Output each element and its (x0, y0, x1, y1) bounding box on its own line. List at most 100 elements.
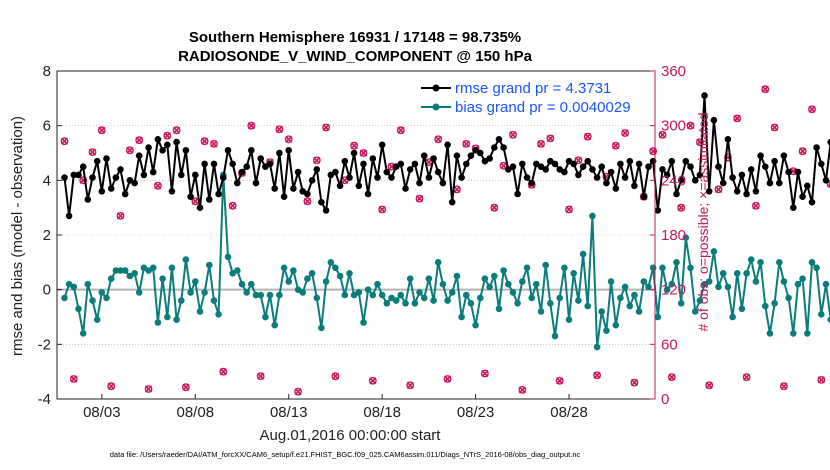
x-tick-label: 08/08 (177, 404, 215, 421)
rmse-point (430, 155, 437, 162)
rmse-point (500, 144, 507, 151)
obs-assimilated-marker (116, 212, 125, 220)
obs-possible-marker (621, 129, 629, 137)
rmse-point (631, 182, 638, 190)
obs-possible-marker (630, 378, 639, 387)
x-tick-label: 08/03 (83, 404, 121, 421)
bias-point (234, 267, 241, 274)
obs-possible-marker (667, 373, 676, 381)
rmse-point (696, 171, 704, 179)
rmse-point (654, 207, 662, 214)
obs-assimilated-marker (733, 114, 741, 122)
obs-assimilated-marker (126, 146, 134, 154)
obs-possible-marker (808, 105, 816, 114)
bias-point (575, 297, 582, 304)
rmse-point (75, 171, 82, 179)
bias-point (210, 297, 218, 304)
bias-point (346, 270, 353, 277)
right-tick-label: 0 (661, 391, 669, 408)
bias-point (467, 300, 475, 307)
obs-possible-marker (256, 372, 265, 381)
obs-assimilated-marker (397, 126, 405, 134)
rmse-point (70, 171, 78, 179)
bias-point (659, 264, 666, 272)
rmse-point (701, 92, 708, 99)
bias-point (542, 261, 549, 269)
obs-assimilated-marker (612, 142, 620, 150)
rmse-point (743, 190, 750, 198)
obs-assimilated-marker (556, 377, 564, 385)
rmse-point (350, 149, 358, 157)
obs-possible-marker (826, 180, 830, 188)
bias-point (724, 283, 732, 291)
rmse-point (364, 190, 372, 198)
bias-point (799, 275, 806, 283)
obs-assimilated-marker (537, 140, 545, 148)
bias-point (603, 327, 610, 335)
obs-assimilated-marker (743, 373, 751, 381)
obs-assimilated-marker (219, 368, 227, 376)
rmse-point (687, 163, 694, 170)
rmse-point (107, 185, 115, 192)
obs-assimilated-marker (630, 379, 639, 387)
obs-possible-marker (761, 85, 770, 94)
obs-possible-marker (107, 382, 116, 391)
obs-possible-marker (714, 185, 723, 194)
bias-point (135, 289, 143, 296)
bias-point (374, 280, 381, 288)
rmse-point (145, 144, 152, 151)
rmse-point (818, 160, 825, 168)
bias-point (547, 300, 554, 307)
right-tick-label: 300 (661, 118, 686, 135)
rmse-point (374, 174, 381, 181)
rmse-point (229, 160, 236, 168)
rmse-point (79, 163, 87, 170)
obs-assimilated-marker (406, 381, 414, 389)
obs-possible-marker (434, 135, 443, 144)
left-tick-label: 4 (43, 172, 51, 189)
obs-possible-marker (303, 197, 312, 206)
rmse-point (705, 188, 713, 195)
obs-possible-marker (200, 137, 209, 146)
bias-point (243, 289, 250, 296)
bias-point (719, 270, 727, 277)
obs-possible-marker (677, 203, 686, 212)
rmse-point (752, 188, 760, 195)
y-axis-label-left: rmse and bias (model - observation) (9, 116, 26, 356)
bias-point (663, 286, 671, 294)
obs-possible-marker (565, 205, 573, 214)
obs-assimilated-marker (799, 147, 807, 155)
bias-point (570, 270, 577, 277)
rmse-point (551, 160, 559, 168)
bias-point (402, 300, 409, 307)
rmse-point (617, 160, 624, 168)
rmse-point (318, 198, 325, 206)
bias-point (420, 294, 428, 302)
rmse-point (579, 163, 587, 170)
bias-point (743, 270, 750, 277)
bias-point (533, 280, 540, 288)
obs-assimilated-marker (714, 185, 723, 194)
bias-point (89, 297, 96, 304)
rmse-point (607, 168, 615, 176)
obs-possible-marker (686, 121, 695, 130)
obs-possible-marker (658, 130, 667, 139)
bias-point (327, 259, 335, 266)
rmse-point (285, 147, 293, 154)
obs-possible-marker (415, 194, 424, 203)
bias-point (201, 289, 208, 296)
bias-point (121, 267, 129, 274)
bias-point (776, 259, 783, 266)
rmse-point (458, 174, 465, 181)
bias-point (486, 283, 493, 291)
obs-assimilated-marker (481, 369, 489, 378)
bias-line (63, 173, 830, 349)
obs-possible-marker (462, 139, 471, 148)
rmse-point (397, 160, 405, 168)
rmse-point (448, 198, 456, 206)
obs-assimilated-marker (817, 376, 825, 384)
rmse-point (495, 136, 503, 143)
bias-point (280, 264, 288, 272)
bias-point (794, 280, 802, 288)
obs-possible-marker (135, 136, 144, 145)
